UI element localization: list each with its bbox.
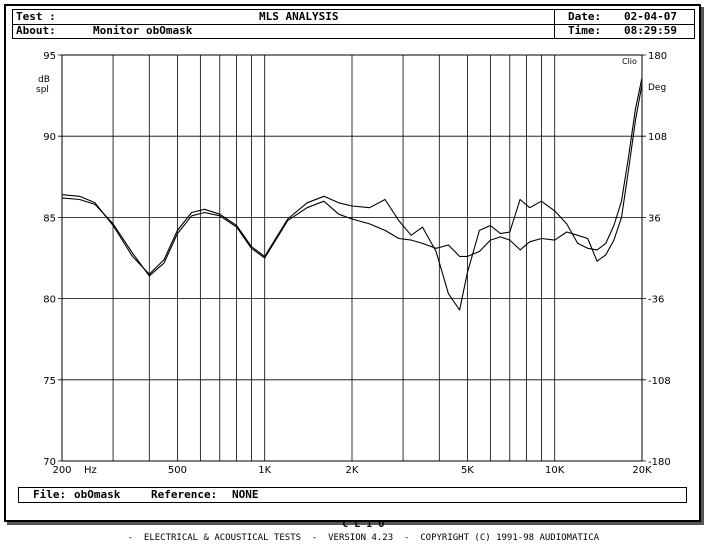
x-tick-label: 1K [258, 465, 271, 476]
date-label: Date: [568, 10, 602, 23]
plot-frame [61, 54, 643, 462]
x-tick-label: 200 [52, 465, 71, 476]
footer-text: - ELECTRICAL & ACOUSTICAL TESTS - VERSIO… [127, 533, 600, 543]
y2-axis-unit-label: Deg [648, 83, 666, 93]
file-value: obOmask [74, 488, 121, 501]
clio-window: Test : About: Monitor obOmask MLS ANALYS… [4, 4, 701, 543]
y2-tick-label: 108 [648, 132, 667, 143]
y-tick-label: 70 [43, 457, 56, 468]
time-label: Time: [568, 24, 602, 37]
about-label: About: [16, 24, 56, 37]
header-panel: Test : About: Monitor obOmask MLS ANALYS… [12, 9, 695, 39]
time-value: 08:29:59 [624, 24, 677, 37]
about-value: Monitor obOmask [93, 24, 193, 37]
file-label: File: [33, 488, 67, 501]
y-tick-label: 95 [43, 51, 56, 62]
series-line-1 [61, 77, 643, 311]
series-line-2 [61, 84, 643, 277]
y2-tick-label: -108 [648, 376, 671, 387]
x-tick-label: 20K [632, 465, 652, 476]
y-axis-unit-label: dB [38, 75, 50, 85]
y2-tick-label: 180 [648, 51, 667, 62]
reference-value: NONE [232, 488, 259, 501]
x-axis-unit-label: Hz [84, 465, 97, 476]
x-tick-label: 5K [461, 465, 474, 476]
file-bar: File: obOmask Reference: NONE [18, 487, 687, 503]
y-tick-label: 90 [43, 132, 56, 143]
footer-brand: C L I O [342, 519, 385, 530]
x-tick-label: 10K [545, 465, 565, 476]
mls-chart: 70 75 80 85 90 95 -180 -108 -36 36 108 180 200 500 1K 2… [36, 51, 671, 476]
y-tick-label: 75 [43, 376, 56, 387]
y2-tick-label: -180 [648, 457, 671, 468]
y-tick-label: 80 [43, 295, 56, 306]
y-tick-label: 85 [43, 213, 56, 224]
reference-label: Reference: [151, 488, 218, 501]
x-tick-label: 500 [168, 465, 187, 476]
y-axis-unit-label-2: spl [36, 85, 49, 95]
footer-bar: C L I O - ELECTRICAL & ACOUSTICAL TESTS … [12, 505, 693, 543]
y2-tick-label: -36 [648, 295, 664, 306]
page-title: MLS ANALYSIS [259, 10, 339, 23]
test-label: Test : [16, 10, 56, 23]
clio-corner-label: Clio [622, 57, 637, 66]
date-value: 02-04-07 [624, 10, 677, 23]
y2-tick-label: 36 [648, 213, 661, 224]
header-row-divider [13, 24, 694, 25]
x-tick-label: 2K [346, 465, 359, 476]
